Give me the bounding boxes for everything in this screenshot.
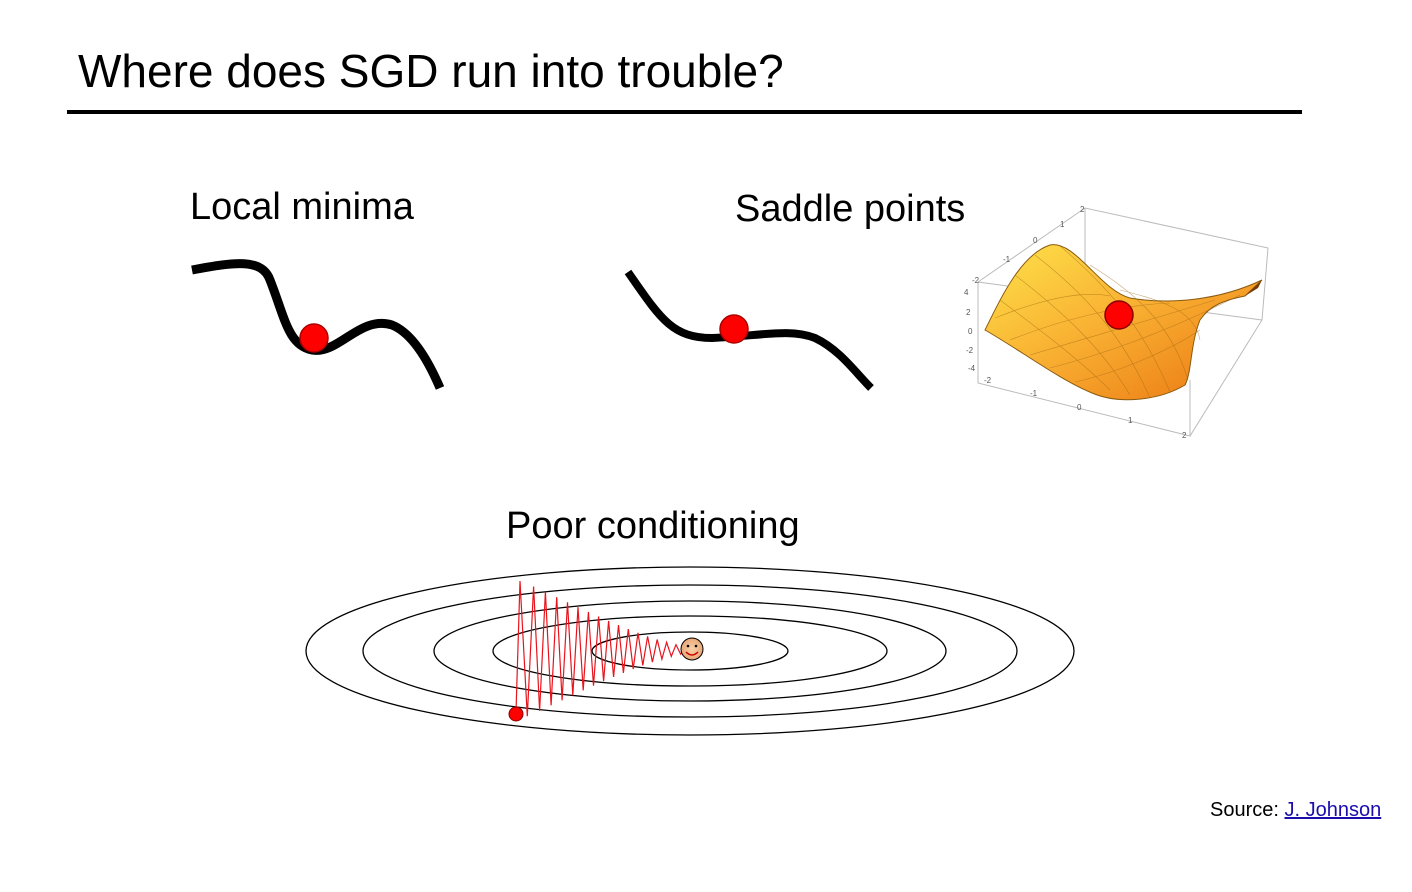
tick-label: 2 [1182, 431, 1187, 440]
tick-label: 0 [1033, 236, 1038, 245]
contour-ellipse [362, 584, 1018, 718]
minimum-face-icon [680, 637, 704, 661]
saddle-surface-ball [1104, 300, 1134, 330]
source-citation: Source: J. Johnson [1210, 799, 1381, 822]
poor-conditioning-label: Poor conditioning [506, 505, 800, 547]
contour-ellipse [492, 615, 888, 687]
tick-label: 4 [964, 288, 969, 297]
saddle-curve [624, 269, 874, 391]
local-minima-diagram [191, 259, 445, 390]
slide-title: Where does SGD run into trouble? [78, 45, 784, 97]
tick-label: -4 [968, 364, 976, 373]
poor-conditioning-diagram [305, 566, 1075, 736]
contour-ellipse [305, 566, 1075, 736]
saddle-surface-plot: 2 1 0 -1 -2 4 2 0 -2 -4 -2 -1 0 1 2 [964, 205, 1269, 440]
contour-ellipses [305, 566, 1075, 736]
surface-axis-ticks: 2 1 0 -1 -2 4 2 0 -2 -4 -2 -1 0 1 2 [964, 205, 1187, 440]
source-prefix: Source: [1210, 799, 1279, 821]
saddle-ball [719, 314, 749, 344]
sgd-zigzag-path [515, 580, 691, 717]
tick-label: 2 [1080, 205, 1085, 214]
title-divider [67, 110, 1302, 114]
local-minima-ball [299, 323, 329, 353]
tick-label: 0 [968, 327, 973, 336]
tick-label: 0 [1077, 403, 1082, 412]
tick-label: -2 [984, 376, 992, 385]
sgd-start-ball [508, 706, 524, 722]
saddle-curve-diagram [624, 269, 874, 391]
tick-label: 1 [1060, 220, 1065, 229]
contour-ellipse [591, 631, 789, 671]
source-link[interactable]: J. Johnson [1284, 799, 1382, 821]
local-minima-label: Local minima [190, 186, 414, 228]
tick-label: -2 [972, 276, 980, 285]
saddle-points-label: Saddle points [735, 188, 966, 230]
tick-label: -1 [1030, 389, 1038, 398]
tick-label: -2 [966, 346, 974, 355]
tick-label: 2 [966, 308, 971, 317]
tick-label: -1 [1003, 255, 1011, 264]
tick-label: 1 [1128, 416, 1133, 425]
contour-ellipse [433, 600, 947, 702]
